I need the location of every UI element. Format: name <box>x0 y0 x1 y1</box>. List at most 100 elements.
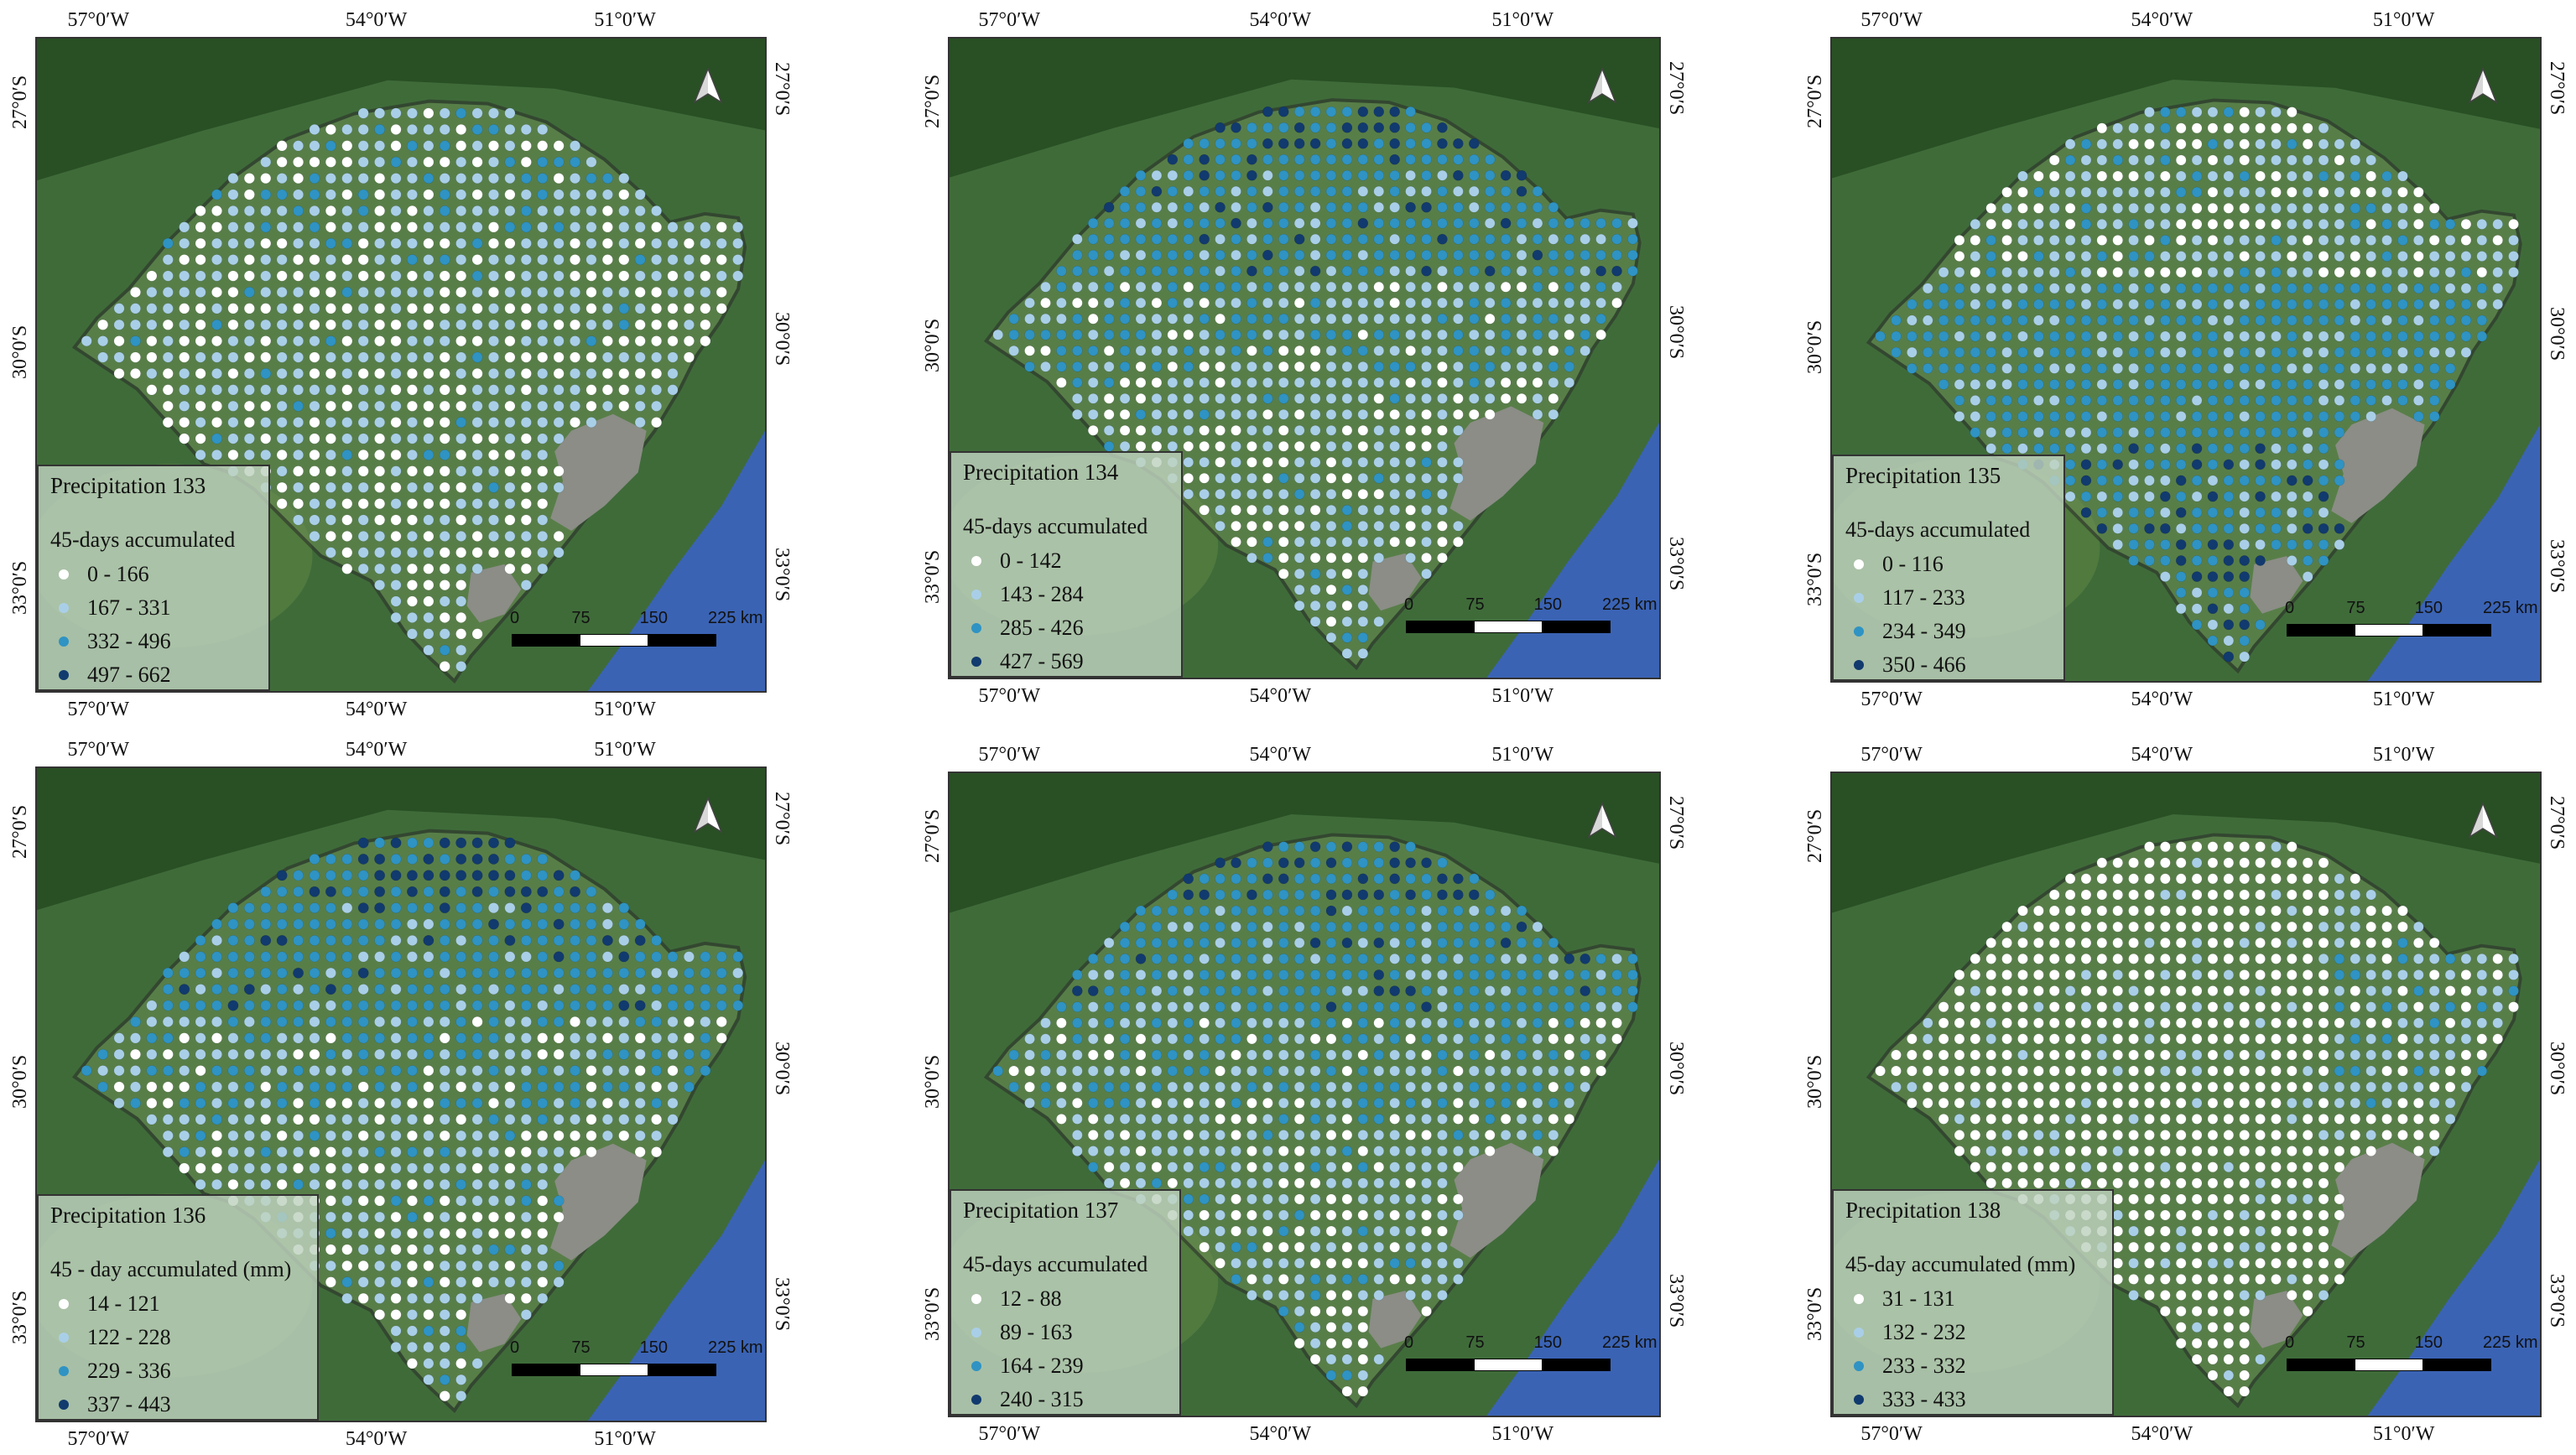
precip-point <box>1087 1161 1099 1173</box>
longitude-label: 54°0′W <box>345 1428 408 1450</box>
precip-point <box>227 1097 239 1109</box>
precip-point <box>357 1000 369 1011</box>
precip-point <box>1389 281 1400 293</box>
precip-point <box>1087 408 1099 420</box>
precip-point <box>2223 969 2235 980</box>
precip-point <box>1278 233 1289 245</box>
precip-point <box>471 481 483 493</box>
precip-point <box>1151 281 1163 293</box>
precip-point <box>357 514 369 526</box>
precip-point <box>325 870 336 881</box>
precip-point <box>488 449 499 460</box>
precip-point <box>179 1016 190 1027</box>
precip-point <box>1516 954 1527 964</box>
precip-point <box>2207 379 2219 390</box>
precip-point <box>293 1097 304 1109</box>
legend-swatch-icon <box>59 603 69 613</box>
precip-point <box>1421 1241 1432 1253</box>
precip-point <box>2318 186 2329 198</box>
precip-point <box>2080 346 2092 358</box>
precip-point <box>2302 889 2313 901</box>
precip-point <box>2128 1017 2139 1029</box>
precip-point <box>2001 267 2012 278</box>
precip-point <box>2080 299 2092 310</box>
precip-point <box>1262 889 1273 901</box>
precip-point <box>211 951 222 963</box>
precip-point <box>2128 154 2139 166</box>
precip-point <box>553 156 565 168</box>
precip-point <box>2175 1225 2187 1237</box>
precip-point <box>634 1097 646 1109</box>
precip-point <box>1246 138 1257 149</box>
precip-point <box>1246 1146 1257 1156</box>
latitude-label: 33°0′S <box>922 549 944 604</box>
precip-point <box>406 1178 418 1190</box>
precip-point <box>1262 392 1273 404</box>
precip-point <box>1119 408 1131 420</box>
precip-point <box>2350 283 2361 294</box>
precip-point <box>439 1374 450 1385</box>
precip-point <box>97 319 109 330</box>
precip-point <box>2207 905 2219 917</box>
precip-point <box>1421 472 1432 484</box>
precip-point <box>1262 857 1273 869</box>
precip-point <box>1309 440 1321 452</box>
precip-point <box>2444 346 2456 358</box>
precip-point <box>1119 440 1131 452</box>
precip-point <box>2048 905 2060 917</box>
precip-point <box>1453 1130 1464 1141</box>
precip-point <box>520 1276 532 1288</box>
precip-point <box>1309 217 1321 229</box>
precip-point <box>2255 954 2266 964</box>
precip-point <box>2318 539 2329 550</box>
precip-point <box>667 221 679 233</box>
precip-point <box>1389 329 1400 340</box>
precip-point <box>1119 392 1131 404</box>
precip-point <box>2255 1209 2266 1221</box>
precip-point <box>1468 969 1480 980</box>
precip-point <box>243 205 255 216</box>
precip-point <box>1484 889 1496 901</box>
precip-point <box>1970 267 1981 278</box>
precip-point <box>2160 539 2171 550</box>
precip-point <box>1135 1130 1147 1141</box>
precip-point <box>309 886 320 897</box>
precip-point <box>2350 1114 2361 1125</box>
ocean <box>587 430 765 691</box>
precip-point <box>2428 954 2440 964</box>
precip-point <box>2128 475 2139 486</box>
precip-point <box>1922 1033 1933 1045</box>
precip-point <box>2128 969 2139 980</box>
precip-point <box>1564 217 1575 229</box>
precip-point <box>2302 1097 2313 1109</box>
precip-point <box>2271 921 2282 933</box>
precip-point <box>2191 219 2203 230</box>
precip-point <box>2080 954 2092 964</box>
precip-point <box>293 156 304 168</box>
precip-point <box>276 335 288 347</box>
precip-point <box>1135 1161 1147 1173</box>
precip-point <box>2144 522 2155 534</box>
precip-point <box>2128 1033 2139 1045</box>
precip-point <box>2112 1257 2123 1269</box>
precip-point <box>2096 1017 2108 1029</box>
precip-point <box>2318 299 2329 310</box>
precip-point <box>1595 249 1606 261</box>
precip-point <box>325 1130 336 1141</box>
precip-point <box>2128 411 2139 422</box>
precip-point <box>683 967 695 979</box>
precip-point <box>2287 251 2298 262</box>
precip-point <box>1548 1146 1559 1156</box>
precip-point <box>2255 937 2266 948</box>
precip-point <box>2381 267 2392 278</box>
precip-point <box>1468 1065 1480 1077</box>
precip-point <box>2128 1049 2139 1061</box>
precip-point <box>471 254 483 266</box>
precip-point <box>1341 361 1353 372</box>
precip-point <box>1922 1017 1933 1029</box>
precip-point <box>1167 985 1179 996</box>
precip-point <box>585 967 597 979</box>
precip-point <box>439 1016 450 1027</box>
precip-point <box>1421 408 1432 420</box>
precip-point <box>276 205 288 216</box>
